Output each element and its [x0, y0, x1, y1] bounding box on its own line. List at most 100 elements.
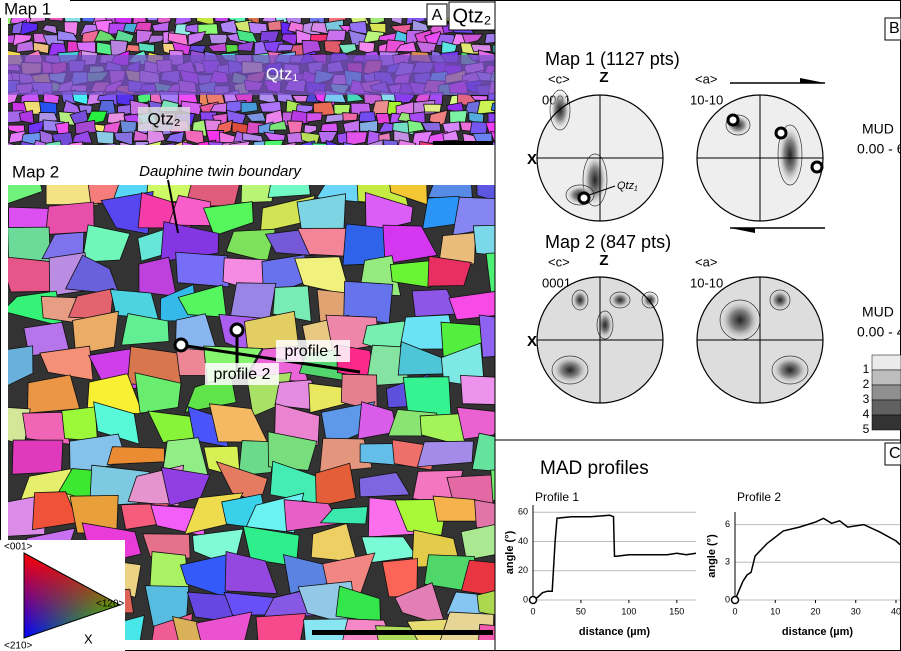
scale-swatch — [872, 355, 901, 370]
grain — [424, 104, 442, 112]
axis-z: Z — [599, 252, 608, 269]
contour — [610, 292, 630, 308]
ipf-corner: <120> — [96, 599, 125, 610]
contour — [720, 300, 760, 340]
pole-figure-title: Map 1 (1127 pts) — [545, 49, 680, 69]
qtz1-point — [812, 162, 822, 172]
axis-x: X — [527, 333, 537, 350]
scale-label: 5 — [863, 422, 870, 436]
x-tick-label: 150 — [669, 606, 684, 616]
y-tick-label: 0 — [523, 594, 528, 604]
ipf-axis: X — [84, 631, 93, 646]
pole-figure-title: Map 2 (847 pts) — [545, 232, 671, 252]
contour — [770, 290, 790, 310]
grain — [325, 114, 344, 123]
shear-arrow-head — [730, 228, 755, 233]
scale-label: 4 — [863, 407, 870, 421]
grain-map — [0, 10, 511, 156]
x-tick-label: 30 — [851, 606, 861, 616]
axis-name: <a> — [695, 254, 717, 269]
grain — [62, 407, 98, 441]
grain — [326, 30, 346, 41]
qtz1-point — [728, 115, 738, 125]
grain — [226, 44, 239, 52]
grain — [107, 447, 164, 465]
pole-figures: Map 1 (1127 pts)<c>0001<a>10-10ZXMUD0.00… — [527, 49, 901, 436]
y-tick-label: 40 — [518, 536, 528, 546]
grain — [486, 251, 529, 295]
qtz1-point — [579, 193, 589, 203]
ipf-corner: <210> — [4, 641, 33, 651]
contour — [572, 290, 588, 310]
panel-label: A — [432, 7, 443, 24]
grain — [359, 112, 376, 122]
x-tick-label: 10 — [770, 606, 780, 616]
scale-swatch — [872, 400, 901, 415]
grain — [473, 225, 528, 259]
axis-name: <a> — [695, 71, 717, 86]
grain — [376, 113, 390, 123]
chart-title: Profile 1 — [535, 490, 579, 504]
panel-label: C — [889, 445, 901, 462]
scale-swatch — [872, 385, 901, 400]
qtz1-band — [8, 55, 495, 95]
start-marker — [732, 597, 739, 604]
axis-name: <c> — [548, 71, 570, 86]
grain — [478, 624, 531, 648]
axis-x: X — [527, 151, 537, 168]
grain — [461, 375, 517, 405]
profile-label: profile 2 — [214, 366, 271, 383]
figure: Map 1 A Qtz₂ Qtz₁ Qtz₂ Map 2 Dauphine tw… — [0, 0, 901, 651]
shear-arrow-head — [800, 78, 825, 83]
start-marker — [530, 597, 537, 604]
grain — [417, 441, 473, 467]
scale-bar — [312, 630, 493, 635]
grain — [477, 100, 499, 114]
scale-label: 3 — [863, 392, 870, 406]
grain — [343, 113, 358, 121]
mud-label: MUD — [862, 121, 894, 137]
x-axis-label: distance (µm) — [579, 626, 650, 638]
x-tick-label: 0 — [732, 606, 737, 616]
axis-index: 10-10 — [690, 275, 723, 290]
mud-range: 0.00 - 6.34 — [857, 141, 901, 157]
profile-start — [175, 339, 187, 351]
profile-line — [735, 518, 900, 600]
map-title: Map 2 — [12, 162, 59, 181]
x-tick-label: 0 — [530, 606, 535, 616]
y-tick-label: 3 — [725, 557, 730, 567]
y-axis-label: angle (°) — [706, 534, 718, 578]
mud-label: MUD — [862, 304, 894, 320]
chart-title: Profile 2 — [737, 490, 781, 504]
map-title: Map 1 — [4, 0, 51, 18]
axis-z: Z — [599, 69, 608, 86]
charts: Profile 10204060050100150distance (µm)an… — [504, 490, 901, 638]
grain — [256, 613, 306, 651]
grain — [209, 34, 228, 44]
map-label: Qtz₂ — [147, 109, 180, 128]
y-tick-label: 20 — [518, 565, 528, 575]
y-tick-label: 0 — [725, 594, 730, 604]
profile-start — [231, 324, 243, 336]
scale-label: 1 — [863, 362, 870, 376]
scale-swatch — [872, 370, 901, 385]
annotation: Dauphine twin boundary — [139, 163, 302, 180]
grain — [12, 440, 63, 474]
scale-label: 2 — [863, 377, 870, 391]
section-title: MAD profiles — [540, 458, 649, 479]
contour — [597, 311, 613, 339]
mud-range: 0.00 - 4.39 — [857, 324, 901, 340]
scale-bar — [433, 141, 493, 145]
contour — [642, 292, 658, 308]
scale-swatch — [872, 415, 901, 430]
annotation: Qtz₁ — [617, 180, 638, 192]
y-tick-label: 60 — [518, 507, 528, 517]
x-axis-label: distance (µm) — [782, 626, 853, 638]
contour — [552, 356, 588, 384]
profile-line — [533, 515, 696, 600]
x-tick-label: 20 — [810, 606, 820, 616]
grain — [472, 433, 524, 473]
axis-index: 10-10 — [690, 92, 723, 107]
contour — [772, 356, 808, 384]
grain — [433, 496, 480, 521]
